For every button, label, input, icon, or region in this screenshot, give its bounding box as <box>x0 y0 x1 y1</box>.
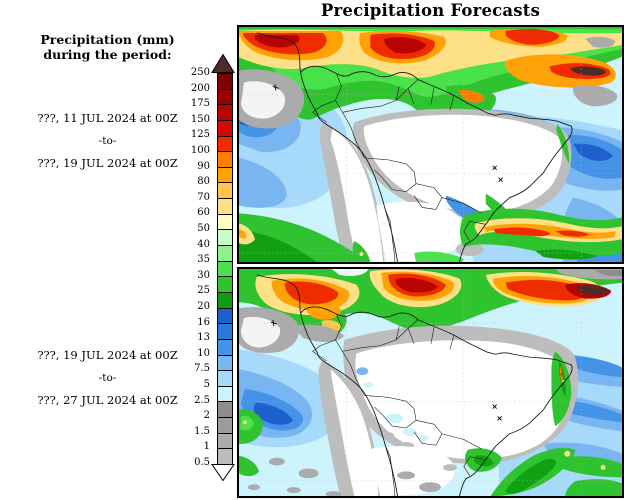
colorbar-segment <box>218 448 232 465</box>
colorbar-tick: 175 <box>190 98 210 110</box>
colorbar-segment <box>218 151 232 167</box>
map-point-markers <box>270 320 502 421</box>
colorbar-tick: 5 <box>203 379 210 390</box>
period-start: ???, 19 JUL 2024 at 00Z <box>37 348 178 362</box>
colorbar-tick: 13 <box>197 332 210 344</box>
colorbar-segment <box>218 417 232 433</box>
page-title: Precipitation Forecasts <box>320 1 541 20</box>
colorbar-segment <box>218 401 232 418</box>
colorbar-segment <box>218 245 232 261</box>
colorbar-tick: 70 <box>197 191 210 203</box>
colorbar-segment <box>218 370 232 386</box>
colorbar-tick: 2 <box>203 410 210 422</box>
colorbar-tick: 7.5 <box>194 363 210 375</box>
period-separator: -to- <box>98 372 117 384</box>
colorbar-tick: 200 <box>190 82 210 94</box>
colorbar-segment <box>218 182 232 199</box>
period-label-bottom-panel: ???, 19 JUL 2024 at 00Z -to- ???, 27 JUL… <box>0 344 215 412</box>
colorbar-tick: 35 <box>197 254 210 266</box>
colorbar-tick: 25 <box>197 285 210 297</box>
colorbar-tick: 50 <box>197 223 210 234</box>
colorbar-segment <box>218 198 232 214</box>
period-start: ???, 11 JUL 2024 at 00Z <box>37 111 178 125</box>
colorbar-segment <box>218 135 232 152</box>
colorbar-segment <box>218 88 232 105</box>
colorbar-segment <box>218 291 232 308</box>
map-point-markers <box>272 84 503 182</box>
colorbar-tick: 10 <box>197 347 210 359</box>
colorbar-tick: 250 <box>190 67 210 78</box>
colorbar-tick-labels: 250 200 175 150 125 100 90 80 70 60 50 40 35 30 25 20 16… <box>168 67 213 468</box>
colorbar-tick: 125 <box>190 129 210 141</box>
period-end: ???, 27 JUL 2024 at 00Z <box>37 393 178 407</box>
colorbar-tick: 80 <box>197 176 210 188</box>
precip-map-week2 <box>239 269 622 496</box>
colorbar-segment <box>218 213 232 230</box>
colorbar-segment <box>218 166 232 183</box>
period-end: ???, 19 JUL 2024 at 00Z <box>37 156 178 170</box>
colorbar-tick: 40 <box>197 238 210 250</box>
period-label-top-panel: ???, 11 JUL 2024 at 00Z -to- ???, 19 JUL… <box>0 107 215 175</box>
colorbar-segment <box>218 104 232 120</box>
map-panel-week2 <box>237 267 624 498</box>
colorbar-tick: 2.5 <box>194 394 210 406</box>
colorbar-segment <box>218 260 232 277</box>
colorbar-tick: 0.5 <box>194 457 210 468</box>
colorbar-tick: 90 <box>197 160 210 172</box>
legend-heading-line2: during the period: <box>43 47 172 62</box>
legend-heading-line1: Precipitation (mm) <box>40 32 175 47</box>
colorbar-tick: 30 <box>197 269 210 281</box>
colorbar-segment <box>218 119 232 136</box>
colorbar-segment <box>218 276 232 292</box>
colorbar-tick: 1 <box>203 441 210 453</box>
colorbar-tick: 150 <box>190 113 210 125</box>
colorbar-segment <box>218 432 232 449</box>
colorbar-tick: 60 <box>197 207 210 219</box>
colorbar-underflow-arrow-icon <box>211 464 235 482</box>
colorbar-segment <box>218 229 232 246</box>
map-panel-week1 <box>237 25 624 264</box>
colorbar-tick: 100 <box>190 145 210 156</box>
period-separator: -to- <box>98 135 117 147</box>
colorbar-segment <box>218 307 232 324</box>
precip-map-week1 <box>239 27 622 262</box>
colorbar-overflow-arrow-icon <box>211 54 235 73</box>
legend-heading: Precipitation (mm) during the period: <box>0 32 215 62</box>
colorbar-tick: 20 <box>197 301 210 312</box>
colorbar-tick: 1.5 <box>194 425 210 437</box>
colorbar-segment <box>218 354 232 371</box>
colorbar-segment <box>218 385 232 402</box>
colorbar-tick: 16 <box>197 316 210 328</box>
colorbar-scale <box>217 73 233 465</box>
colorbar-segment <box>218 323 232 339</box>
colorbar-segment <box>218 74 232 89</box>
colorbar-segment <box>218 338 232 355</box>
